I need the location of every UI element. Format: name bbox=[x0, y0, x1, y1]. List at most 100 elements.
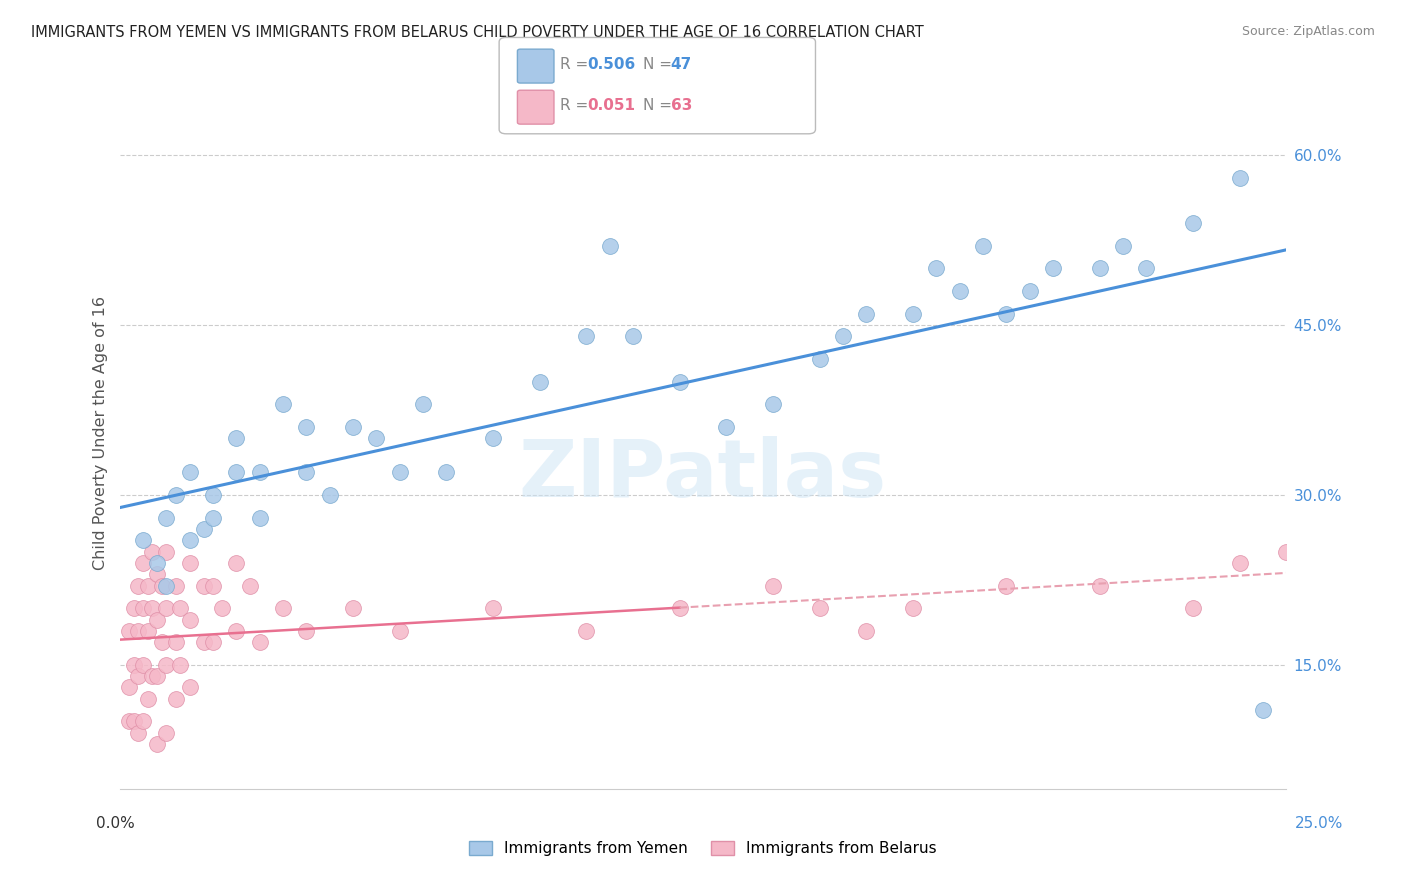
Point bbox=[318, 488, 340, 502]
Point bbox=[155, 510, 177, 524]
Point bbox=[1018, 284, 1040, 298]
Text: 0.051: 0.051 bbox=[588, 98, 636, 113]
Point bbox=[249, 510, 271, 524]
Point bbox=[1135, 261, 1157, 276]
Point bbox=[118, 714, 141, 729]
Point bbox=[193, 635, 215, 649]
Point bbox=[949, 284, 972, 298]
Point bbox=[165, 691, 187, 706]
Point bbox=[762, 397, 785, 411]
Point bbox=[995, 578, 1018, 592]
Text: N =: N = bbox=[643, 98, 676, 113]
Text: 0.0%: 0.0% bbox=[96, 816, 135, 830]
Point bbox=[1112, 238, 1135, 252]
Point bbox=[155, 601, 177, 615]
Text: N =: N = bbox=[643, 57, 676, 72]
Point bbox=[127, 578, 149, 592]
Point bbox=[179, 533, 201, 548]
Point bbox=[1042, 261, 1064, 276]
Point bbox=[155, 726, 177, 740]
Point bbox=[575, 329, 598, 343]
Text: R =: R = bbox=[560, 57, 593, 72]
Point bbox=[136, 691, 159, 706]
Point bbox=[808, 351, 831, 366]
Point bbox=[179, 556, 201, 570]
Point bbox=[141, 544, 163, 558]
Point bbox=[201, 635, 224, 649]
Point bbox=[136, 578, 159, 592]
Point bbox=[1275, 544, 1298, 558]
Point bbox=[342, 601, 364, 615]
Point bbox=[412, 397, 434, 411]
Text: ZIPatlas: ZIPatlas bbox=[519, 436, 887, 515]
Point bbox=[668, 601, 690, 615]
Point bbox=[155, 657, 177, 672]
Point bbox=[132, 601, 155, 615]
Point bbox=[146, 567, 169, 582]
Point bbox=[972, 238, 994, 252]
Point bbox=[762, 578, 785, 592]
Text: 47: 47 bbox=[671, 57, 692, 72]
Point bbox=[146, 556, 169, 570]
Point bbox=[295, 624, 318, 638]
Point bbox=[179, 613, 201, 627]
Point bbox=[925, 261, 948, 276]
Point bbox=[239, 578, 262, 592]
Point bbox=[1229, 170, 1251, 185]
Text: Source: ZipAtlas.com: Source: ZipAtlas.com bbox=[1241, 25, 1375, 38]
Point bbox=[136, 624, 159, 638]
Point bbox=[529, 375, 551, 389]
Point bbox=[165, 488, 187, 502]
Point bbox=[141, 601, 163, 615]
Point bbox=[155, 544, 177, 558]
Point bbox=[193, 578, 215, 592]
Point bbox=[1182, 216, 1205, 230]
Point bbox=[271, 601, 294, 615]
Point bbox=[434, 465, 457, 479]
Point bbox=[193, 522, 215, 536]
Point bbox=[201, 488, 224, 502]
Point bbox=[155, 578, 177, 592]
Point bbox=[132, 714, 155, 729]
Point bbox=[808, 601, 831, 615]
Point bbox=[1182, 601, 1205, 615]
Point bbox=[295, 420, 318, 434]
Point bbox=[366, 431, 388, 445]
Point bbox=[118, 681, 141, 695]
Point bbox=[127, 726, 149, 740]
Point bbox=[575, 624, 598, 638]
Point bbox=[165, 578, 187, 592]
Point bbox=[150, 635, 173, 649]
Point bbox=[388, 465, 411, 479]
Point bbox=[482, 431, 505, 445]
Point bbox=[716, 420, 738, 434]
Point bbox=[165, 635, 187, 649]
Point bbox=[146, 669, 169, 683]
Point bbox=[225, 556, 247, 570]
Point bbox=[211, 601, 233, 615]
Point bbox=[1251, 703, 1274, 717]
Point bbox=[1088, 261, 1111, 276]
Point bbox=[127, 669, 149, 683]
Point bbox=[621, 329, 644, 343]
Point bbox=[169, 601, 191, 615]
Point bbox=[855, 307, 877, 321]
Point bbox=[141, 669, 163, 683]
Point bbox=[995, 307, 1018, 321]
Point bbox=[122, 714, 145, 729]
Point bbox=[832, 329, 855, 343]
Point bbox=[295, 465, 318, 479]
Point bbox=[122, 657, 145, 672]
Point bbox=[388, 624, 411, 638]
Point bbox=[271, 397, 294, 411]
Point bbox=[179, 681, 201, 695]
Point bbox=[482, 601, 505, 615]
Point bbox=[1229, 556, 1251, 570]
Point bbox=[118, 624, 141, 638]
Legend: Immigrants from Yemen, Immigrants from Belarus: Immigrants from Yemen, Immigrants from B… bbox=[463, 835, 943, 862]
Point bbox=[132, 657, 155, 672]
Y-axis label: Child Poverty Under the Age of 16: Child Poverty Under the Age of 16 bbox=[93, 295, 108, 570]
Point bbox=[132, 556, 155, 570]
Point bbox=[146, 737, 169, 751]
Point bbox=[225, 624, 247, 638]
